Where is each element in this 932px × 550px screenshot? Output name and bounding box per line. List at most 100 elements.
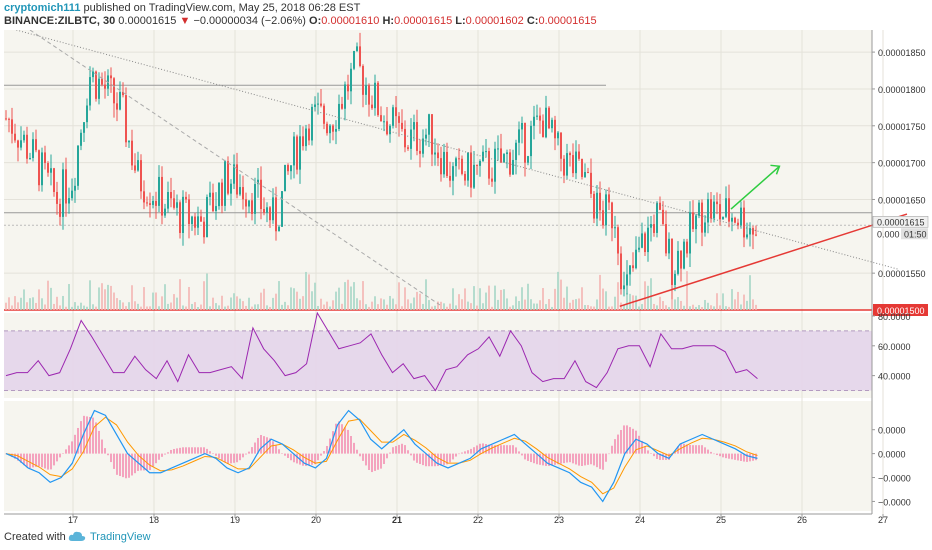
candle-body	[299, 136, 301, 170]
volume-bar	[293, 288, 295, 310]
volume-bar	[257, 304, 259, 310]
macd-histogram-bar	[587, 453, 589, 465]
candle-body	[587, 172, 589, 174]
volume-bar	[218, 305, 220, 310]
macd-histogram-bar	[725, 453, 727, 459]
rsi-band	[4, 330, 872, 391]
volume-bar	[110, 285, 112, 310]
macd-histogram-bar	[317, 453, 319, 461]
macd-histogram-bar	[695, 445, 697, 454]
rsi-axis-label: 60.0000	[878, 342, 911, 352]
candle-body	[410, 129, 412, 149]
macd-histogram-bar	[746, 453, 748, 462]
volume-bar	[641, 304, 643, 310]
price-axis[interactable]: 0.00001850 0.00001800 0.00001750 0.00001700…	[872, 48, 929, 507]
macd-histogram-bar	[224, 453, 226, 463]
macd-histogram-bar	[272, 441, 274, 454]
macd-histogram-bar	[719, 453, 721, 457]
volume-bar	[344, 282, 346, 310]
volume-bar	[296, 291, 298, 310]
candle-body	[257, 179, 259, 185]
volume-bar	[440, 301, 442, 310]
candle-body	[239, 187, 241, 195]
macd-histogram-bar	[128, 453, 130, 478]
candle-body	[41, 152, 43, 186]
high-label: H:	[382, 15, 395, 27]
macd-histogram-bar	[647, 450, 649, 454]
volume-bar	[404, 287, 406, 310]
candle-body	[260, 179, 262, 210]
tradingview-logo-text[interactable]: TradingView	[90, 531, 151, 543]
candle-body	[407, 147, 409, 149]
macd-histogram-bar	[260, 434, 262, 454]
macd-histogram-bar	[347, 429, 349, 454]
volume-bar	[140, 306, 142, 310]
candle-body	[455, 158, 457, 167]
volume-bar	[452, 288, 454, 310]
author-link[interactable]: cryptomich111	[4, 2, 81, 14]
volume-bar	[707, 302, 709, 310]
volume-bar	[230, 297, 232, 310]
symbol-interval: BINANCE:ZILBTC, 30	[4, 15, 116, 27]
volume-bar	[272, 297, 274, 310]
candle-body	[386, 121, 388, 135]
candle-body	[602, 210, 604, 226]
candle-body	[134, 165, 136, 171]
candle-body	[23, 134, 25, 141]
macd-histogram-bar	[38, 453, 40, 467]
candle-body	[731, 217, 733, 222]
volume-bar	[32, 297, 34, 310]
volume-bar	[680, 300, 682, 310]
candle-body	[431, 114, 433, 155]
candle-body	[575, 151, 577, 174]
time-axis[interactable]: 17 18 19 20 21 22 23 24 25 26 27	[68, 514, 888, 525]
volume-bar	[5, 302, 7, 310]
volume-bar	[596, 299, 598, 310]
macd-histogram-bar	[419, 453, 421, 464]
macd-histogram-bar	[326, 445, 328, 454]
candle-body	[248, 200, 250, 207]
candle-body	[662, 209, 664, 225]
macd-histogram-bar	[281, 453, 283, 454]
macd-histogram-bar	[56, 453, 58, 462]
macd-histogram-bar	[314, 453, 316, 465]
candle-body	[755, 234, 757, 236]
candle-body	[308, 128, 310, 141]
volume-bar	[593, 306, 595, 310]
macd-histogram-bar	[545, 453, 547, 466]
candle-body	[38, 150, 40, 186]
volume-bar	[422, 303, 424, 310]
trend-lines[interactable]	[16, 30, 908, 308]
candle-body	[161, 176, 163, 216]
volume-bar	[635, 295, 637, 310]
macd-histogram-bar	[521, 453, 523, 456]
candle-body	[524, 122, 526, 163]
volume-bar	[599, 274, 601, 310]
volume-bar	[383, 299, 385, 310]
chart-canvas[interactable]: 0.00001850 0.00001800 0.00001750 0.00001700…	[0, 30, 932, 526]
volume-bar	[125, 306, 127, 310]
candle-body	[428, 114, 430, 135]
candle-body	[20, 140, 22, 148]
volume-bar	[446, 306, 448, 310]
macd-histogram-bar	[728, 453, 730, 459]
macd-histogram-bar	[140, 453, 142, 471]
diagonal-dashed-line	[29, 30, 441, 306]
volume-bar	[743, 294, 745, 310]
volume-bar	[386, 304, 388, 310]
candle-body	[416, 122, 418, 151]
candle-body	[302, 136, 304, 147]
volume-bar	[701, 306, 703, 310]
candle-body	[647, 227, 649, 253]
candle-body	[137, 160, 139, 171]
volume-bar	[227, 305, 229, 310]
candle-body	[362, 65, 364, 95]
macd-histogram-bar	[212, 453, 214, 454]
macd-histogram-bar	[218, 453, 220, 459]
volume-bar	[179, 279, 181, 310]
volume-bar	[101, 283, 103, 310]
macd-histogram-bar	[35, 453, 37, 467]
candle-body	[680, 250, 682, 269]
macd-histogram-bar	[704, 447, 706, 454]
volume-bar	[29, 298, 31, 310]
